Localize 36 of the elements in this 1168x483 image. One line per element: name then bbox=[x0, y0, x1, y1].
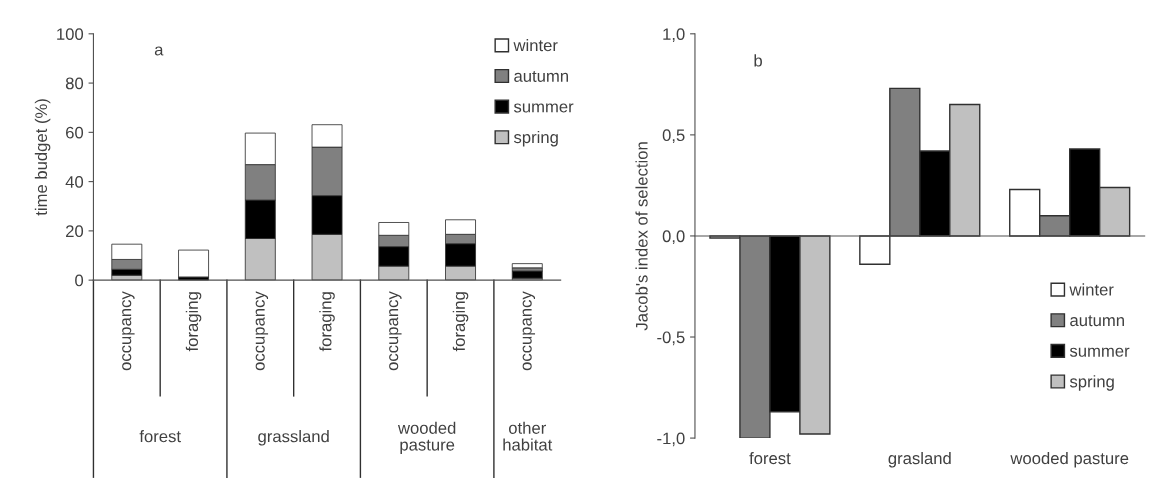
text: grassland bbox=[258, 430, 329, 446]
legend-label: winter bbox=[1069, 283, 1114, 296]
x-tick-label: foraging bbox=[452, 292, 469, 352]
x-tick-label: occupancy bbox=[255, 291, 269, 371]
x-tick-label: forest bbox=[749, 451, 791, 465]
y-tick-label: 1,0 bbox=[663, 28, 685, 42]
y-tick-label: 100 bbox=[57, 28, 84, 41]
annotation: b bbox=[754, 54, 762, 67]
y-tick-label: -0,5 bbox=[657, 331, 685, 346]
y-tick-label: 80 bbox=[65, 77, 84, 90]
x-tick-label: occupancy bbox=[389, 291, 402, 371]
y-tick-label: 20 bbox=[66, 225, 84, 238]
legend-label: winter bbox=[513, 39, 558, 52]
legend-label: spring bbox=[1069, 375, 1114, 391]
text: other habitat bbox=[503, 421, 553, 451]
y-tick-label: 60 bbox=[66, 126, 84, 139]
y-tick-label: 0 bbox=[75, 274, 84, 287]
x-tick-label: occupancy bbox=[522, 291, 536, 371]
annotation: a bbox=[154, 46, 164, 56]
text: forest bbox=[139, 430, 181, 443]
legend-label: spring bbox=[513, 130, 558, 147]
legend-label: autumn bbox=[514, 70, 568, 82]
x-tick-label: wooded pasture bbox=[1010, 451, 1129, 468]
y-tick-label: -1,0 bbox=[657, 432, 685, 447]
y-tick-label: 40 bbox=[65, 176, 84, 188]
legend-label: summer bbox=[1069, 347, 1130, 357]
x-tick-label: occupancy bbox=[122, 291, 135, 371]
y-tick-label: 0,0 bbox=[662, 230, 685, 245]
y-axis-title: Jacob's index of selection bbox=[635, 142, 648, 331]
x-tick-label: grasland bbox=[888, 451, 951, 468]
x-tick-label: foraging bbox=[185, 292, 202, 352]
legend-label: autumn bbox=[1070, 315, 1124, 327]
y-axis-title: time budget (%) bbox=[34, 99, 51, 216]
y-tick-label: 0,5 bbox=[662, 129, 685, 144]
legend-label: summer bbox=[513, 103, 574, 113]
x-tick-label: foraging bbox=[319, 292, 335, 352]
